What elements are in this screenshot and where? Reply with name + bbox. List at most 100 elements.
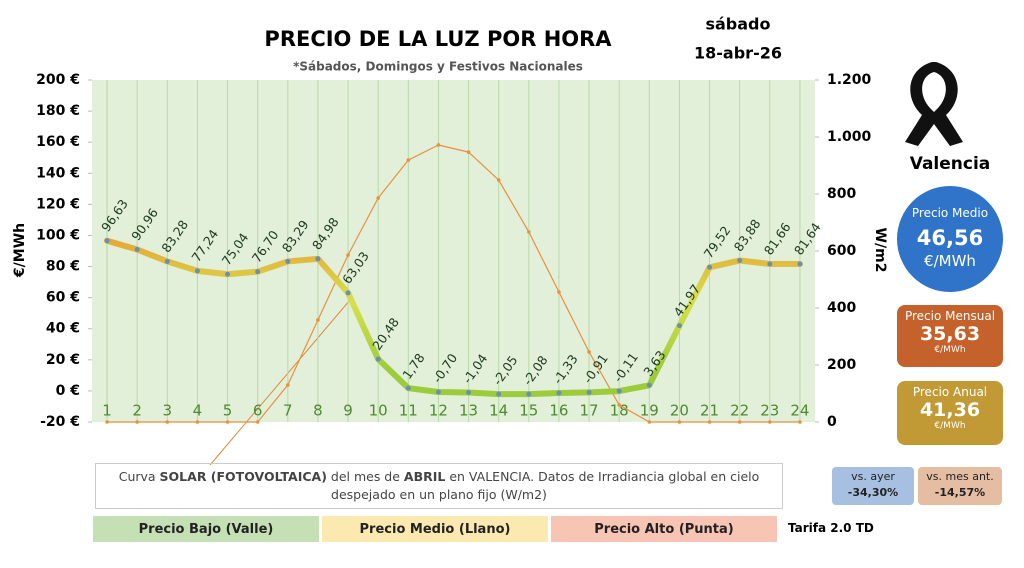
x-tick-label: 22 (730, 402, 749, 420)
x-tick-label: 4 (193, 402, 203, 420)
y-tick-label: 120 € (36, 196, 80, 212)
x-tick-label: 19 (640, 402, 659, 420)
point (346, 253, 350, 257)
x-tick-label: 7 (283, 402, 293, 420)
point (345, 290, 351, 296)
x-tick-label: 8 (313, 402, 323, 420)
x-tick-label: 14 (489, 402, 508, 420)
y-tick-label: 200 € (36, 72, 80, 88)
point (135, 420, 139, 424)
x-tick-label: 3 (163, 402, 173, 420)
band-punta: Precio Alto (Punta) (551, 516, 777, 542)
point (315, 256, 321, 262)
compare-value: -14,57% (934, 486, 986, 499)
panel-anual: Precio Anual 41,36 €/MWh (897, 381, 1003, 445)
series-line (104, 237, 803, 398)
point (134, 247, 140, 253)
ribbon-icon (905, 62, 963, 146)
y2-tick-label: 1.200 (827, 72, 872, 88)
panel-value: 41,36 (919, 399, 981, 421)
x-tick-label: 18 (610, 402, 629, 420)
compare-label: vs. mes ant. (926, 470, 994, 483)
y-tick-label: 160 € (36, 134, 80, 150)
plot-area (92, 80, 815, 422)
y2-tick-label: 400 (827, 300, 856, 316)
x-tick-label: 21 (700, 402, 719, 420)
note-text: Curva (118, 469, 160, 484)
point (676, 323, 682, 329)
note-text: del mes de (326, 469, 404, 484)
point (496, 391, 502, 397)
panel-unit: €/MWh (934, 421, 966, 431)
point (587, 350, 591, 354)
subtitle: *Sábados, Domingos y Festivos Nacionales (293, 60, 583, 74)
x-tick-label: 24 (790, 402, 809, 420)
point (527, 230, 531, 234)
y-tick-label: 0 € (56, 383, 80, 399)
point (767, 261, 773, 267)
y2-tick-label: 800 (827, 186, 856, 202)
y-tick-label: 60 € (46, 290, 80, 306)
point (195, 420, 200, 424)
x-tick-label: 20 (670, 402, 689, 420)
day: sábado (705, 15, 770, 34)
x-tick-label: 16 (549, 402, 568, 420)
point (164, 258, 170, 264)
point (647, 420, 652, 424)
tarifa: Tarifa 2.0 TD (788, 521, 874, 535)
point (707, 420, 712, 424)
panel-value: 46,56 (916, 226, 984, 250)
panel-medio: Precio Medio 46,56 €/MWh (897, 186, 1003, 292)
y2-tick-label: 0 (827, 414, 837, 430)
band-valle: Precio Bajo (Valle) (93, 516, 319, 542)
x-tick-label: 15 (519, 402, 538, 420)
panel-value: 35,63 (919, 323, 981, 345)
point (105, 420, 109, 424)
panel-label: Precio Mensual (904, 309, 996, 323)
point (316, 318, 320, 322)
point (225, 271, 231, 277)
point (617, 403, 621, 407)
y2-tick-label: 1.000 (827, 129, 872, 145)
y2-tick-label: 600 (827, 243, 856, 259)
band-llano: Precio Medio (Llano) (322, 516, 548, 542)
compare-mes: vs. mes ant. -14,57% (918, 467, 1002, 505)
compare-ayer: vs. ayer -34,30% (832, 467, 914, 505)
point (255, 269, 261, 275)
point (165, 420, 170, 424)
point (677, 420, 682, 424)
point (406, 158, 411, 162)
x-tick-label: 2 (132, 402, 142, 420)
point (496, 178, 501, 182)
panel-mensual: Precio Mensual 35,63 €/MWh (897, 305, 1003, 367)
y-tick-label: 140 € (36, 165, 80, 181)
note-text: en VALENCIA. Datos de Irradiancia global… (331, 469, 760, 502)
point (376, 196, 380, 200)
x-tick-label: 6 (253, 402, 263, 420)
x-tick-label: 13 (459, 402, 478, 420)
y-tick-label: 100 € (36, 227, 80, 243)
x-tick-label: 11 (399, 402, 418, 420)
city: Valencia (910, 154, 991, 174)
y2-tick-label: 200 (827, 357, 856, 373)
date: 18-abr-26 (694, 44, 782, 63)
x-tick-label: 17 (580, 402, 599, 420)
x-tick-label: 5 (223, 402, 233, 420)
note-pointer (209, 299, 351, 466)
y-tick-label: -20 € (40, 414, 80, 430)
point (646, 382, 652, 388)
note: Curva SOLAR (FOTOVOLTAICA) del mes de AB… (95, 463, 783, 509)
series-line (106, 144, 801, 423)
y-tick-label: 40 € (46, 321, 80, 337)
panel-unit: €/MWh (934, 345, 966, 355)
point (707, 264, 713, 270)
point (556, 390, 562, 396)
chart-title: PRECIO DE LA LUZ POR HORA (264, 27, 612, 51)
x-tick-label: 10 (369, 402, 388, 420)
point (798, 420, 802, 424)
y-tick-label: 20 € (46, 352, 80, 368)
x-tick-label: 23 (760, 402, 779, 420)
point (286, 383, 290, 387)
y2-axis-label: W/m2 (872, 228, 888, 273)
y-axis-label: €/MWh (12, 223, 28, 278)
